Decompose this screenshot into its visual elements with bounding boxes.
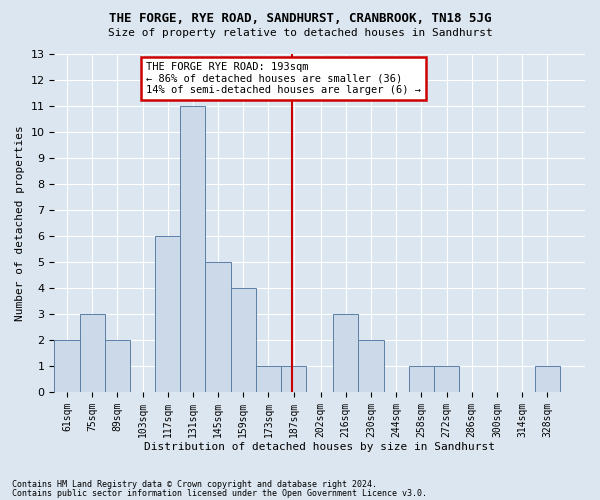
Bar — [230, 288, 256, 392]
Text: Contains public sector information licensed under the Open Government Licence v3: Contains public sector information licen… — [12, 488, 427, 498]
Bar — [105, 340, 130, 392]
Text: THE FORGE RYE ROAD: 193sqm
← 86% of detached houses are smaller (36)
14% of semi: THE FORGE RYE ROAD: 193sqm ← 86% of deta… — [146, 62, 421, 95]
Bar — [281, 366, 306, 392]
X-axis label: Distribution of detached houses by size in Sandhurst: Distribution of detached houses by size … — [144, 442, 495, 452]
Text: Contains HM Land Registry data © Crown copyright and database right 2024.: Contains HM Land Registry data © Crown c… — [12, 480, 377, 489]
Bar — [80, 314, 105, 392]
Bar — [434, 366, 459, 392]
Y-axis label: Number of detached properties: Number of detached properties — [15, 125, 25, 321]
Bar — [55, 340, 80, 392]
Bar — [535, 366, 560, 392]
Bar — [181, 106, 205, 392]
Bar — [205, 262, 230, 392]
Text: Size of property relative to detached houses in Sandhurst: Size of property relative to detached ho… — [107, 28, 493, 38]
Bar — [333, 314, 358, 392]
Bar — [256, 366, 281, 392]
Bar — [358, 340, 383, 392]
Text: THE FORGE, RYE ROAD, SANDHURST, CRANBROOK, TN18 5JG: THE FORGE, RYE ROAD, SANDHURST, CRANBROO… — [109, 12, 491, 26]
Bar — [155, 236, 181, 392]
Bar — [409, 366, 434, 392]
